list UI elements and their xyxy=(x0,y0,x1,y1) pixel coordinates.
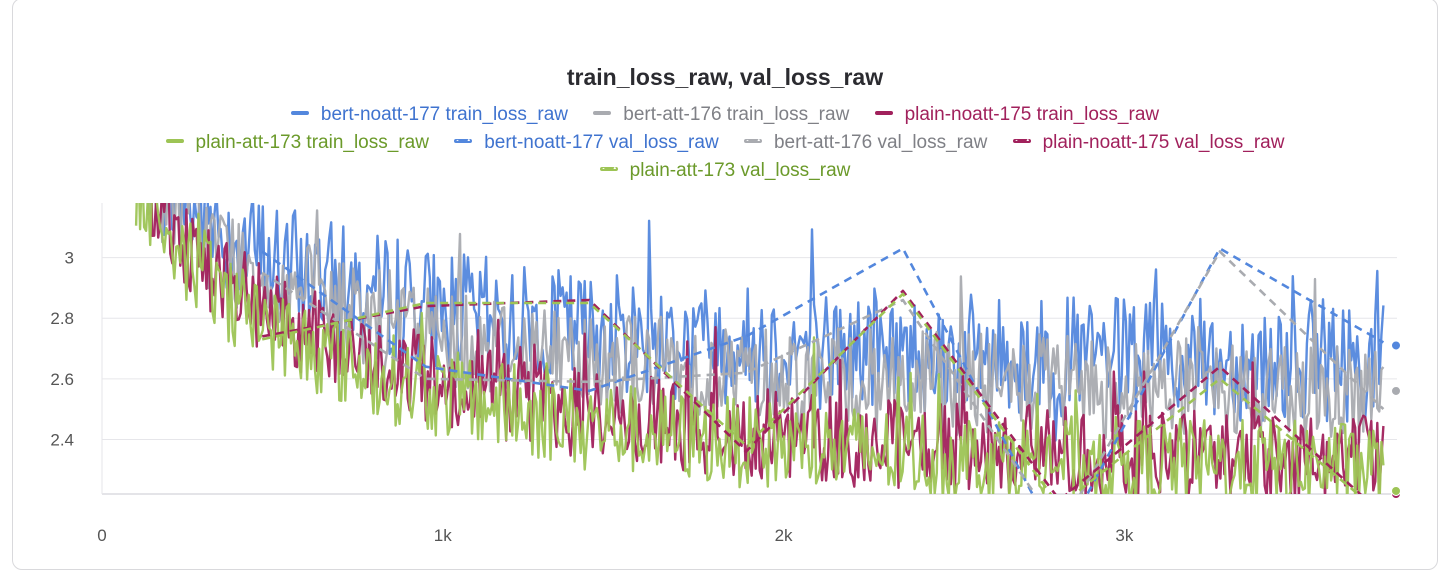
legend-swatch xyxy=(593,110,612,115)
legend-swatch xyxy=(454,138,473,143)
legend-item[interactable]: bert-att-176 train_loss_raw xyxy=(593,104,849,126)
y-tick-label: 2.4 xyxy=(50,430,74,449)
series-dashed-7 xyxy=(261,292,1361,494)
legend-swatch xyxy=(743,138,762,143)
chart-title: train_loss_raw, val_loss_raw xyxy=(566,64,884,90)
x-tick-label: 1k xyxy=(434,526,452,545)
legend-swatch xyxy=(290,110,309,115)
x-tick-label: 3k xyxy=(1115,526,1133,545)
series-line-1 xyxy=(146,203,1385,444)
legend-label: bert-att-176 train_loss_raw xyxy=(623,104,850,125)
series-end-point xyxy=(1391,485,1401,496)
legend-label: bert-noatt-177 val_loss_raw xyxy=(484,132,719,153)
series-end-point xyxy=(1391,340,1401,351)
legend-row-3: plain-att-173 val_loss_raw xyxy=(0,160,1450,182)
y-tick-label: 3 xyxy=(65,249,74,268)
series-line-3 xyxy=(134,203,1385,494)
legend-item[interactable]: plain-noatt-175 train_loss_raw xyxy=(874,104,1160,126)
legend-row-2: plain-att-173 train_loss_raw bert-noatt-… xyxy=(0,132,1450,154)
series-dashed-4 xyxy=(261,247,1385,494)
legend-swatch xyxy=(165,138,184,143)
x-tick-label: 2k xyxy=(775,526,793,545)
legend-swatch xyxy=(874,110,893,115)
legend-label: plain-noatt-175 val_loss_raw xyxy=(1042,132,1285,153)
legend-item[interactable]: bert-noatt-177 val_loss_raw xyxy=(454,132,719,154)
series-group xyxy=(134,203,1385,494)
y-tick-label: 2.8 xyxy=(50,309,74,328)
legend-swatch xyxy=(599,166,618,171)
legend-item[interactable]: plain-att-173 val_loss_raw xyxy=(599,160,851,182)
legend-item[interactable]: plain-att-173 train_loss_raw xyxy=(165,132,429,154)
legend-row-1: bert-noatt-177 train_loss_raw bert-att-1… xyxy=(0,104,1450,126)
legend-item[interactable]: bert-noatt-177 train_loss_raw xyxy=(290,104,569,126)
legend-item[interactable]: plain-noatt-175 val_loss_raw xyxy=(1012,132,1285,154)
series-end-point xyxy=(1391,385,1401,396)
legend-label: plain-noatt-175 train_loss_raw xyxy=(904,104,1160,125)
y-tick-label: 2.6 xyxy=(50,370,74,389)
legend-swatch xyxy=(1012,138,1031,143)
series-dashed-5 xyxy=(261,250,1385,494)
legend-item[interactable]: bert-att-176 val_loss_raw xyxy=(743,132,988,154)
x-tick-label: 0 xyxy=(97,526,106,545)
legend-label: bert-noatt-177 train_loss_raw xyxy=(320,104,569,125)
legend-label: plain-att-173 val_loss_raw xyxy=(629,160,851,181)
legend-label: bert-att-176 val_loss_raw xyxy=(773,132,988,153)
legend-label: plain-att-173 train_loss_raw xyxy=(195,132,429,153)
